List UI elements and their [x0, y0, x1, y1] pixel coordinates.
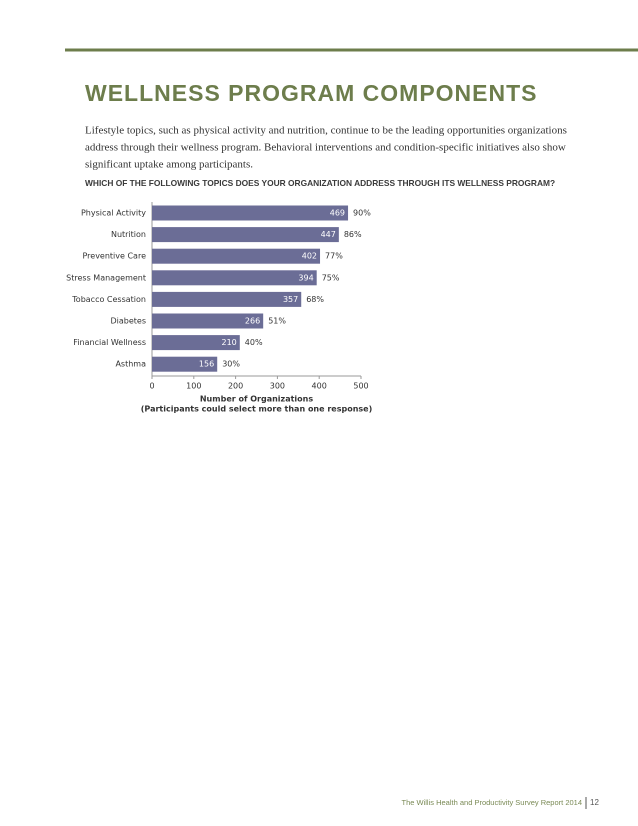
y-tick-label: Asthma: [115, 360, 146, 369]
bar: [152, 356, 218, 372]
value-label: 266: [245, 317, 260, 326]
intro-line: significant uptake among participants.: [85, 159, 253, 171]
x-tick-label: 500: [353, 382, 368, 391]
bar: [152, 227, 339, 243]
bar: [152, 270, 317, 286]
percent-label: 30%: [222, 360, 240, 369]
percent-label: 77%: [325, 252, 343, 261]
value-label: 469: [330, 209, 345, 218]
x-axis-label: Number of Organizations: [200, 395, 313, 404]
y-tick-label: Tobacco Cessation: [71, 295, 146, 304]
y-tick-label: Nutrition: [111, 230, 146, 239]
x-tick-label: 0: [149, 382, 154, 391]
percent-label: 75%: [322, 273, 340, 282]
y-tick-label: Diabetes: [110, 317, 146, 326]
intro-line: Lifestyle topics, such as physical activ…: [85, 125, 567, 137]
percent-label: 86%: [344, 230, 362, 239]
bar: [152, 313, 264, 329]
x-tick-label: 100: [186, 382, 201, 391]
value-label: 402: [302, 252, 317, 261]
y-tick-label: Physical Activity: [81, 209, 146, 218]
x-tick-label: 300: [270, 382, 285, 391]
y-tick-label: Preventive Care: [82, 252, 146, 261]
page-title: WELLNESS PROGRAM COMPONENTS: [85, 80, 538, 106]
bar: [152, 335, 240, 351]
y-tick-label: Stress Management: [66, 273, 146, 282]
question: WHICH OF THE FOLLOWING TOPICS DOES YOUR …: [85, 178, 555, 188]
x-axis-label: (Participants could select more than one…: [141, 405, 372, 414]
value-label: 210: [221, 338, 236, 347]
percent-label: 40%: [245, 338, 263, 347]
x-tick-label: 400: [312, 382, 327, 391]
footer-report: The Willis Health and Productivity Surve…: [402, 798, 583, 807]
y-tick-label: Financial Wellness: [73, 338, 146, 347]
percent-label: 51%: [268, 317, 286, 326]
x-tick-label: 200: [228, 382, 243, 391]
intro-line: address through their wellness program. …: [85, 142, 566, 154]
bar: [152, 291, 302, 307]
footer-page: 12: [590, 798, 599, 807]
percent-label: 90%: [353, 209, 371, 218]
value-label: 156: [199, 360, 214, 369]
value-label: 357: [283, 295, 298, 304]
bar: [152, 248, 321, 264]
percent-label: 68%: [306, 295, 324, 304]
value-label: 447: [321, 230, 336, 239]
bar: [152, 205, 349, 221]
value-label: 394: [298, 273, 313, 282]
